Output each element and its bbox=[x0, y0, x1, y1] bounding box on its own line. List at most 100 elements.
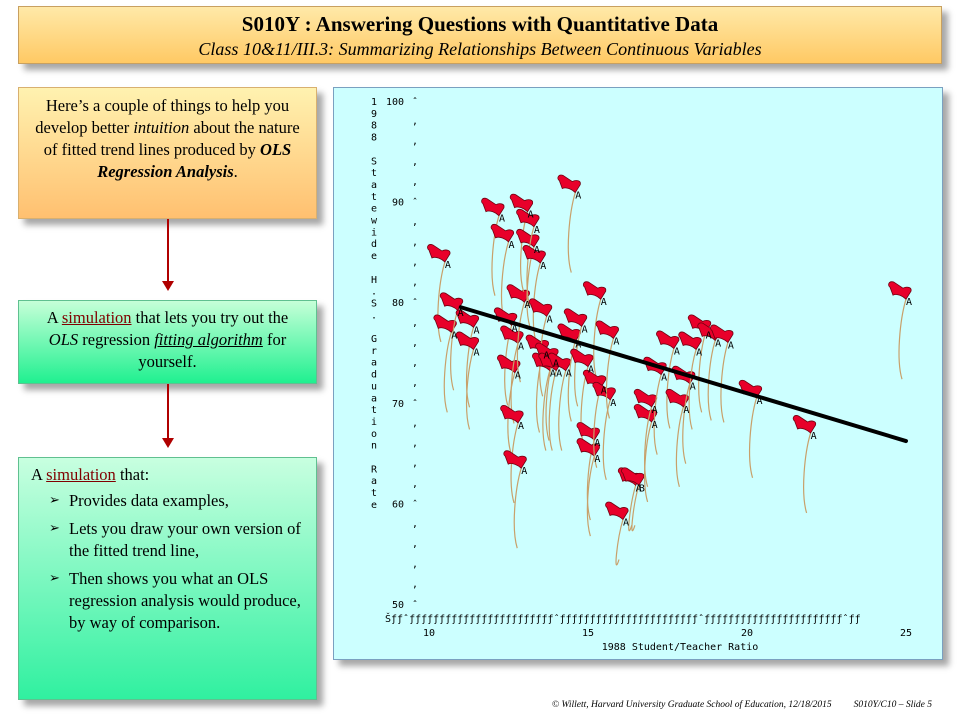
data-point bbox=[888, 281, 912, 380]
slide-footer: © Willett, Harvard University Graduate S… bbox=[520, 700, 932, 710]
data-point bbox=[455, 309, 480, 408]
y-label-char: S bbox=[371, 156, 377, 167]
pushpin-icon bbox=[427, 244, 451, 263]
pushpin-icon bbox=[516, 208, 540, 228]
y-label-char: d bbox=[371, 370, 377, 381]
point-label: A bbox=[696, 347, 702, 358]
point-label: A bbox=[499, 214, 505, 225]
pushpin-icon bbox=[557, 174, 581, 194]
sim2-text-1: A bbox=[31, 465, 47, 484]
pushpin-icon bbox=[595, 320, 619, 340]
arrow-bullet-icon: ➢ bbox=[49, 493, 60, 508]
pin-string bbox=[443, 332, 452, 413]
y-minor-tick: , bbox=[412, 116, 418, 127]
point-label: A bbox=[683, 405, 689, 416]
pin-string bbox=[567, 192, 576, 273]
y-label-char: R bbox=[371, 464, 378, 475]
y-minor-tick: , bbox=[412, 217, 418, 228]
simulation-link-2[interactable]: simulation bbox=[46, 465, 116, 484]
pushpin-icon bbox=[500, 405, 524, 424]
y-label-char: e bbox=[371, 251, 377, 262]
list-item: ➢ Provides data examples, bbox=[31, 490, 304, 512]
slide-title: S010Y : Answering Questions with Quantit… bbox=[241, 12, 719, 36]
arrow-bullet-icon: ➢ bbox=[49, 521, 60, 536]
data-point bbox=[503, 450, 527, 549]
point-label: A bbox=[588, 365, 594, 376]
pushpin-icon bbox=[582, 281, 607, 300]
pushpin-icon bbox=[888, 281, 912, 300]
list-item: ➢ Then shows you what an OLS regression a… bbox=[31, 568, 304, 634]
y-tick-label: 100 bbox=[386, 97, 404, 108]
arrow-down-icon bbox=[162, 219, 174, 291]
simulation-callout-2: A simulation that: ➢ Provides data exampl… bbox=[18, 457, 317, 700]
point-label: A bbox=[550, 369, 556, 380]
point-label: A bbox=[458, 308, 464, 319]
y-tick-label: 70 bbox=[392, 399, 404, 410]
y-minor-tick: , bbox=[412, 478, 418, 489]
x-tick-label: 20 bbox=[741, 628, 753, 639]
point-label: A bbox=[906, 297, 912, 308]
sim1-text-1: A bbox=[46, 308, 62, 327]
point-label: A bbox=[652, 420, 658, 431]
point-label: A bbox=[623, 517, 629, 528]
point-label: A bbox=[451, 330, 457, 341]
y-label-char: a bbox=[371, 476, 377, 487]
y-label-char: . bbox=[371, 310, 377, 321]
sim2-heading: A simulation that: bbox=[31, 464, 304, 486]
pin-string bbox=[675, 406, 684, 487]
pin-string bbox=[720, 342, 729, 423]
pin-string bbox=[749, 397, 758, 478]
y-tick-label: 80 bbox=[392, 298, 404, 309]
pin-string bbox=[688, 349, 697, 430]
point-label: A bbox=[543, 351, 549, 362]
y-label-char: a bbox=[371, 393, 377, 404]
pin-string bbox=[615, 519, 624, 566]
point-label: A bbox=[534, 245, 540, 256]
y-tick-label: 60 bbox=[392, 499, 404, 510]
y-minor-tick: , bbox=[412, 438, 418, 449]
y-tick: 60 ˆ bbox=[392, 498, 418, 510]
pushpin-icon bbox=[678, 331, 702, 351]
arrow-down-icon bbox=[162, 384, 174, 448]
y-tick: 70 ˆ bbox=[392, 398, 418, 410]
y-label-char: a bbox=[371, 358, 377, 369]
y-label-char: e bbox=[371, 204, 377, 215]
footer-copyright: © Willett, Harvard University Graduate S… bbox=[551, 700, 832, 710]
data-point bbox=[557, 174, 581, 273]
y-minor-tick: , bbox=[412, 176, 418, 187]
y-tick-label: 90 bbox=[392, 198, 404, 209]
data-point bbox=[481, 197, 505, 296]
point-label: A bbox=[528, 210, 534, 221]
pin-string bbox=[567, 341, 576, 422]
point-label: A bbox=[674, 346, 680, 357]
y-label-char: o bbox=[371, 429, 377, 440]
y-minor-tick: , bbox=[412, 156, 418, 167]
x-tick-label: 25 bbox=[900, 628, 912, 639]
list-item: ➢ Lets you draw your own version of the f… bbox=[31, 518, 304, 562]
x-tick-label: 15 bbox=[582, 628, 594, 639]
data-point bbox=[439, 292, 464, 391]
point-label: A bbox=[594, 454, 600, 465]
arrow-bullet-icon: ➢ bbox=[49, 571, 60, 586]
point-label: A bbox=[728, 340, 734, 351]
pin-string bbox=[803, 432, 812, 514]
pushpin-icon bbox=[516, 229, 540, 248]
y-minor-tick: , bbox=[412, 317, 418, 328]
pin-string bbox=[558, 370, 567, 451]
pushpin-icon bbox=[633, 388, 658, 408]
y-minor-tick: , bbox=[412, 519, 418, 530]
y-minor-tick: , bbox=[412, 257, 418, 268]
y-label-char: i bbox=[371, 417, 377, 428]
pin-string bbox=[516, 302, 525, 383]
simulation-link-1[interactable]: simulation bbox=[61, 308, 132, 327]
pushpin-icon bbox=[455, 331, 480, 351]
point-label: A bbox=[474, 347, 480, 358]
point-label: A bbox=[521, 466, 527, 477]
y-minor-tick: , bbox=[412, 539, 418, 550]
pin-string bbox=[653, 374, 662, 455]
pushpin-icon bbox=[528, 298, 553, 317]
sim2-text-2: that: bbox=[115, 465, 150, 484]
point-label: A bbox=[566, 369, 572, 380]
pushpin-icon bbox=[605, 501, 629, 521]
